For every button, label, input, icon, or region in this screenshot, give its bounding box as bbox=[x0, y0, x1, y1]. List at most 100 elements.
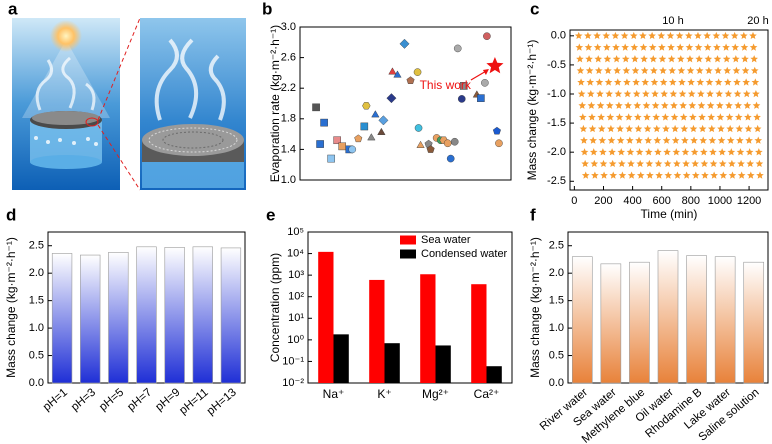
data-point bbox=[718, 159, 727, 168]
data-point bbox=[414, 124, 423, 132]
data-point bbox=[705, 78, 714, 86]
data-point bbox=[660, 90, 668, 98]
data-point bbox=[676, 43, 685, 51]
data-point bbox=[699, 148, 708, 156]
x-tick-label: 200 bbox=[594, 195, 612, 207]
data-point bbox=[726, 124, 734, 133]
data-point bbox=[725, 101, 733, 109]
data-point bbox=[733, 78, 741, 86]
data-point bbox=[708, 136, 717, 144]
bar bbox=[435, 345, 451, 383]
data-point bbox=[611, 31, 620, 40]
data-point bbox=[588, 113, 596, 121]
light-beam bbox=[22, 40, 110, 118]
data-point bbox=[666, 31, 675, 40]
data-point bbox=[631, 66, 640, 74]
data-point bbox=[718, 148, 726, 156]
data-point bbox=[413, 68, 422, 76]
data-point bbox=[673, 171, 682, 179]
data-point bbox=[743, 101, 752, 109]
data-point bbox=[717, 124, 725, 133]
bar bbox=[51, 253, 73, 384]
data-point bbox=[668, 78, 677, 86]
data-point bbox=[732, 55, 740, 63]
data-point bbox=[667, 55, 676, 63]
bar bbox=[471, 284, 487, 383]
y-axis-label: Mass change (kg·m⁻²·h⁻¹) bbox=[4, 237, 18, 378]
arrow-head bbox=[482, 69, 489, 76]
data-point bbox=[654, 148, 662, 156]
data-point bbox=[667, 43, 675, 51]
surface-texture bbox=[162, 131, 224, 149]
surface-texture bbox=[148, 127, 238, 153]
bar bbox=[369, 279, 385, 383]
y-tick-label: 0.5 bbox=[549, 349, 564, 361]
data-point bbox=[724, 90, 733, 98]
y-tick-label: 0.5 bbox=[29, 349, 44, 361]
data-point bbox=[737, 171, 746, 179]
y-tick-label: 10⁴ bbox=[287, 247, 304, 259]
bar bbox=[108, 252, 129, 384]
data-point bbox=[682, 171, 691, 179]
data-point bbox=[604, 66, 612, 74]
data-point bbox=[579, 124, 588, 133]
data-point bbox=[640, 55, 648, 63]
y-tick-label: 1.8 bbox=[281, 113, 296, 125]
container-bottom bbox=[30, 155, 102, 169]
data-point bbox=[685, 43, 694, 51]
data-point bbox=[576, 66, 585, 74]
data-point bbox=[627, 171, 636, 179]
data-point bbox=[659, 66, 667, 74]
data-point bbox=[362, 102, 371, 110]
data-point bbox=[651, 101, 660, 109]
panel-label: b bbox=[262, 0, 272, 18]
x-tick-label: pH=5 bbox=[97, 386, 126, 413]
data-point bbox=[691, 159, 700, 168]
data-point bbox=[750, 55, 758, 63]
data-point bbox=[650, 66, 658, 74]
plot-frame bbox=[307, 231, 513, 384]
data-point bbox=[587, 101, 596, 109]
data-point bbox=[635, 148, 644, 156]
data-point bbox=[663, 148, 671, 156]
data-point bbox=[745, 148, 754, 156]
data-point bbox=[584, 43, 593, 51]
y-tick-label: 2.2 bbox=[281, 82, 296, 94]
data-point bbox=[630, 43, 639, 51]
data-point bbox=[595, 78, 604, 86]
data-point bbox=[669, 90, 678, 98]
data-point bbox=[679, 113, 688, 121]
data-point bbox=[725, 113, 734, 121]
data-point bbox=[377, 127, 386, 135]
data-point bbox=[664, 171, 673, 179]
data-point bbox=[598, 136, 607, 144]
data-point bbox=[616, 124, 624, 133]
data-point bbox=[416, 140, 425, 148]
bar bbox=[80, 254, 101, 384]
data-point bbox=[731, 43, 740, 51]
data-point bbox=[659, 78, 668, 86]
data-point bbox=[604, 78, 613, 86]
data-point bbox=[687, 78, 695, 86]
data-point bbox=[599, 148, 607, 156]
x-tick-label: 1200 bbox=[737, 195, 761, 207]
data-point bbox=[648, 31, 656, 40]
bar bbox=[136, 246, 157, 384]
data-point bbox=[399, 38, 410, 49]
data-point bbox=[695, 66, 704, 74]
data-point bbox=[602, 31, 611, 40]
data-point bbox=[678, 78, 686, 86]
panel-label: e bbox=[266, 205, 275, 224]
data-point bbox=[612, 43, 620, 51]
data-point bbox=[714, 78, 723, 86]
bar bbox=[600, 263, 622, 384]
data-point bbox=[688, 101, 697, 109]
data-point bbox=[686, 55, 694, 63]
panel-label: f bbox=[530, 205, 536, 224]
data-point bbox=[481, 79, 489, 87]
data-point bbox=[734, 101, 742, 109]
data-point bbox=[671, 124, 679, 133]
data-point bbox=[675, 31, 684, 40]
data-point bbox=[686, 66, 695, 74]
y-tick-label: 0.0 bbox=[549, 377, 564, 389]
